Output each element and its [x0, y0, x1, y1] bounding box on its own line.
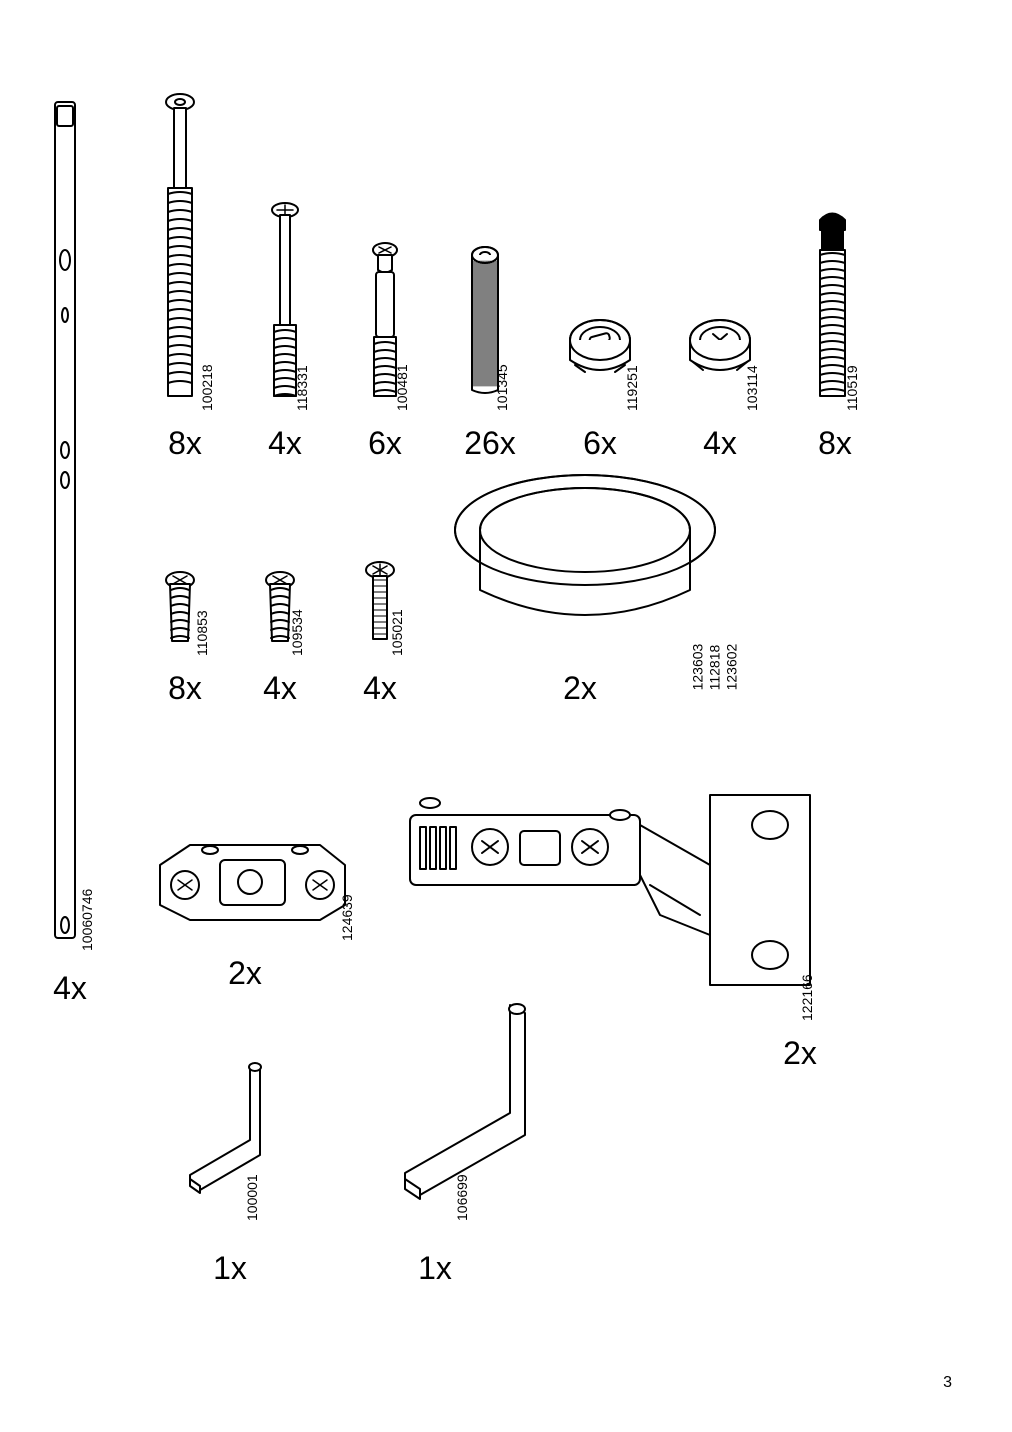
part-number-carriage: 110519	[844, 365, 860, 411]
qty-short-screw1: 8x	[168, 670, 202, 707]
part-number-short-screw2: 109534	[289, 609, 305, 656]
qty-hinge: 2x	[783, 1035, 817, 1072]
part-number-long-screw: 100218	[199, 364, 215, 411]
part-number-dowel: 101345	[494, 364, 510, 411]
hardware-page: 10060746 4x 100218 8x 118331 4x 100481 6x	[0, 0, 1012, 1432]
part-number-hinge-plate: 124639	[339, 894, 355, 941]
qty-allen-large: 1x	[418, 1250, 452, 1287]
part-number-cam2: 103114	[744, 365, 760, 411]
part-hinge	[400, 785, 820, 1015]
part-number-allen-small: 100001	[244, 1174, 260, 1221]
qty-allen-small: 1x	[213, 1250, 247, 1287]
qty-hinge-plate: 2x	[228, 955, 262, 992]
qty-carriage: 8x	[818, 425, 852, 462]
part-allen-small	[175, 1055, 275, 1210]
part-rail	[45, 100, 85, 945]
part-number-cam-bolt: 100481	[394, 364, 410, 411]
part-number-grommet: 123603 112818 123602	[690, 644, 740, 691]
part-number-hinge: 122166	[799, 974, 815, 1021]
qty-cam-bolt: 6x	[368, 425, 402, 462]
qty-short-screw2: 4x	[263, 670, 297, 707]
part-number-med-screw: 118331	[294, 365, 310, 411]
qty-dowel: 26x	[464, 425, 516, 462]
part-number-allen-large: 106699	[454, 1174, 470, 1221]
qty-long-screw: 8x	[168, 425, 202, 462]
part-hinge-plate	[150, 830, 350, 930]
qty-short-screw3: 4x	[363, 670, 397, 707]
qty-grommet: 2x	[563, 670, 597, 707]
part-number-rail: 10060746	[79, 889, 95, 951]
part-number-short-screw3: 105021	[389, 609, 405, 656]
part-number-cam1: 119251	[624, 365, 640, 411]
qty-cam2: 4x	[703, 425, 737, 462]
part-number-short-screw1: 110853	[194, 610, 210, 656]
part-grommet	[445, 470, 725, 650]
page-number: 3	[943, 1374, 952, 1392]
qty-cam1: 6x	[583, 425, 617, 462]
part-long-screw	[150, 90, 210, 405]
qty-rail: 4x	[53, 970, 87, 1007]
qty-med-screw: 4x	[268, 425, 302, 462]
